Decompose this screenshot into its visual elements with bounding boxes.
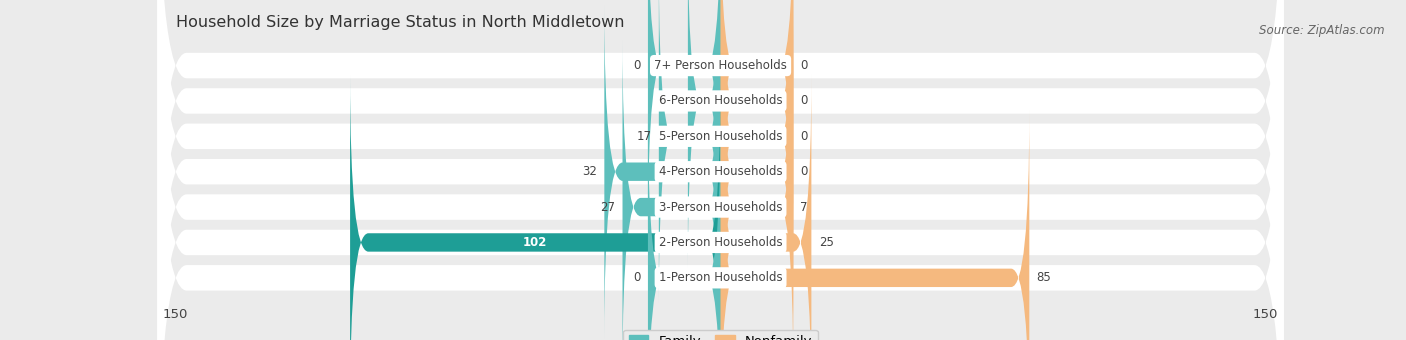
Text: 9: 9 bbox=[673, 95, 681, 107]
FancyBboxPatch shape bbox=[688, 0, 721, 269]
Text: 0: 0 bbox=[800, 95, 808, 107]
FancyBboxPatch shape bbox=[721, 39, 793, 340]
FancyBboxPatch shape bbox=[721, 0, 793, 233]
Text: 27: 27 bbox=[600, 201, 616, 214]
Text: 1-Person Households: 1-Person Households bbox=[659, 271, 782, 284]
FancyBboxPatch shape bbox=[157, 0, 1284, 340]
FancyBboxPatch shape bbox=[721, 75, 811, 340]
Text: 25: 25 bbox=[818, 236, 834, 249]
FancyBboxPatch shape bbox=[605, 4, 721, 339]
FancyBboxPatch shape bbox=[157, 0, 1284, 340]
Text: 0: 0 bbox=[633, 59, 641, 72]
Text: Household Size by Marriage Status in North Middletown: Household Size by Marriage Status in Nor… bbox=[176, 15, 624, 30]
FancyBboxPatch shape bbox=[648, 0, 721, 233]
Text: 102: 102 bbox=[523, 236, 547, 249]
Text: 7+ Person Households: 7+ Person Households bbox=[654, 59, 787, 72]
FancyBboxPatch shape bbox=[157, 0, 1284, 340]
Text: 3-Person Households: 3-Person Households bbox=[659, 201, 782, 214]
Text: 0: 0 bbox=[633, 271, 641, 284]
FancyBboxPatch shape bbox=[648, 110, 721, 340]
Text: Source: ZipAtlas.com: Source: ZipAtlas.com bbox=[1260, 24, 1385, 37]
Text: 5-Person Households: 5-Person Households bbox=[659, 130, 782, 143]
Text: 6-Person Households: 6-Person Households bbox=[659, 95, 782, 107]
FancyBboxPatch shape bbox=[157, 7, 1284, 340]
Text: 2-Person Households: 2-Person Households bbox=[659, 236, 782, 249]
Text: 4-Person Households: 4-Person Households bbox=[659, 165, 782, 178]
FancyBboxPatch shape bbox=[350, 75, 721, 340]
FancyBboxPatch shape bbox=[157, 0, 1284, 340]
Text: 0: 0 bbox=[800, 130, 808, 143]
Text: 17: 17 bbox=[637, 130, 651, 143]
Text: 85: 85 bbox=[1036, 271, 1052, 284]
Text: 0: 0 bbox=[800, 165, 808, 178]
Text: 32: 32 bbox=[582, 165, 598, 178]
FancyBboxPatch shape bbox=[721, 0, 793, 269]
FancyBboxPatch shape bbox=[623, 39, 721, 340]
Text: 0: 0 bbox=[800, 59, 808, 72]
FancyBboxPatch shape bbox=[721, 4, 793, 339]
FancyBboxPatch shape bbox=[157, 0, 1284, 340]
FancyBboxPatch shape bbox=[157, 0, 1284, 336]
FancyBboxPatch shape bbox=[659, 0, 721, 304]
Legend: Family, Nonfamily: Family, Nonfamily bbox=[623, 329, 818, 340]
FancyBboxPatch shape bbox=[721, 0, 793, 304]
FancyBboxPatch shape bbox=[721, 110, 1029, 340]
Text: 7: 7 bbox=[800, 201, 808, 214]
